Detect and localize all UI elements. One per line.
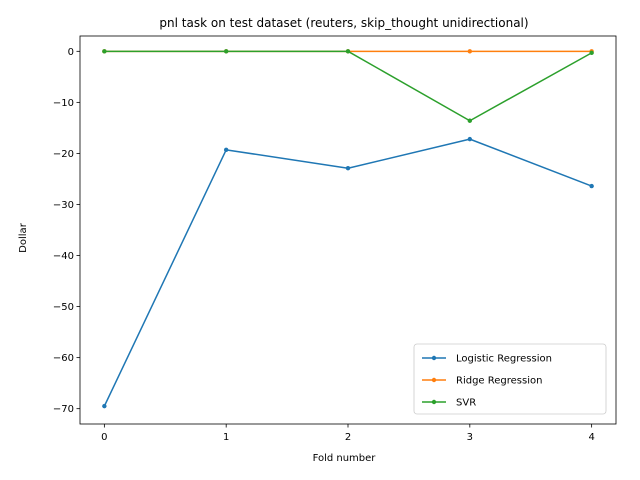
legend-marker-ridge-regression [431,377,437,383]
x-tick-label: 3 [467,432,473,443]
y-tick-label: −30 [53,200,74,211]
legend-box [413,343,607,415]
data-point-ridge-regression [467,49,473,54]
y-tick-label: −40 [53,251,74,262]
data-point-svr [223,49,229,54]
plot-area: 0 1 2 3 4 0 −10 −20 −30 −40 −50 −60 −70 [53,35,617,443]
data-point-svr [467,118,473,123]
data-point-logistic-regression [223,147,229,153]
chart-title: pnl task on test dataset (reuters, skip_… [159,16,528,30]
data-point-svr [102,49,107,54]
data-point-logistic-regression [345,166,351,171]
legend-label-logistic-regression: Logistic Regression [456,354,552,365]
legend-marker-logistic-regression [431,355,437,361]
y-tick-label: −60 [53,353,74,364]
legend-marker-svr [431,399,437,405]
x-tick-label: 4 [588,432,594,443]
x-axis-label: Fold number [313,453,377,464]
data-point-svr [345,49,351,54]
legend: Logistic Regression Ridge Regression SVR [413,343,607,415]
y-tick-label: −70 [53,404,74,415]
legend-label-ridge-regression: Ridge Regression [456,376,542,387]
y-tick-label: −20 [53,149,74,160]
y-tick-label: −50 [53,302,74,313]
data-point-logistic-regression [589,183,594,189]
y-axis-label: Dollar [18,222,29,253]
legend-label-svr: SVR [456,398,476,409]
x-tick-label: 0 [101,432,107,443]
x-tick-label: 2 [345,432,351,443]
data-point-logistic-regression [102,403,107,409]
data-point-svr [589,50,594,56]
y-tick-label: −10 [53,98,74,109]
y-tick-label: 0 [68,47,74,58]
data-point-logistic-regression [467,136,473,142]
x-tick-label: 1 [223,432,229,443]
